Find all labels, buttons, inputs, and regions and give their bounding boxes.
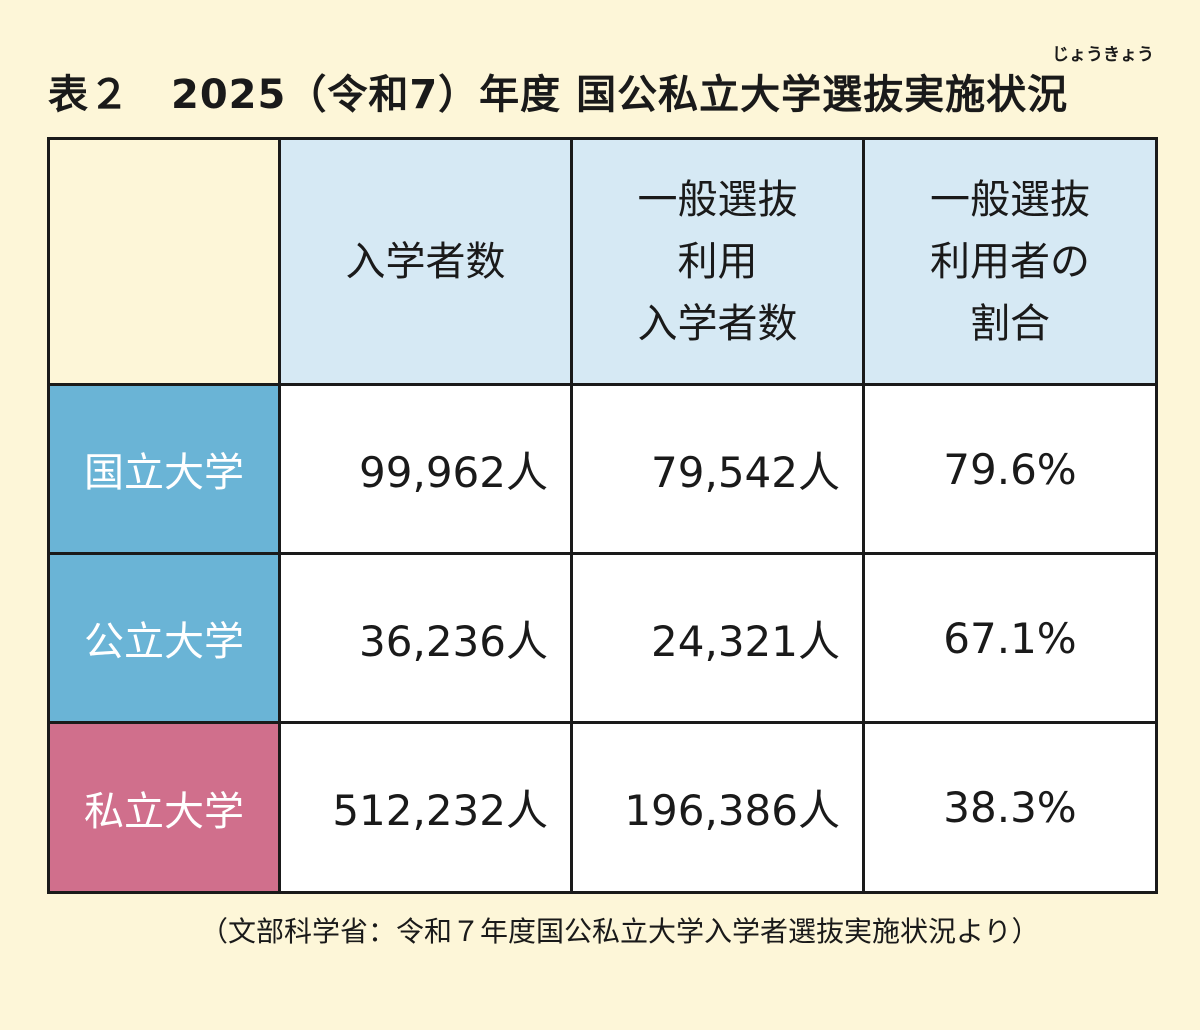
page-title: 表２ 2025（令和7）年度 国公私立大学選抜実施状況 [48, 72, 1069, 118]
cell-enrolled: 36,236人 [278, 552, 573, 724]
header-general-enrolled: 一般選抜 利用 入学者数 [570, 137, 865, 386]
header-enrolled-text: 入学者数 [345, 238, 506, 285]
row-label-public: 公立大学 [47, 552, 281, 724]
table-row: 私立大学 512,232人 196,386人 38.3% [47, 721, 1158, 894]
corner-cell [47, 137, 281, 386]
row-label-private: 私立大学 [47, 721, 281, 894]
cell-general-ratio: 38.3% [862, 721, 1158, 894]
row-label-national: 国立大学 [47, 383, 281, 555]
header-general-ratio-text: 一般選抜 利用者の 割合 [930, 176, 1090, 347]
cell-enrolled: 99,962人 [278, 383, 573, 555]
cell-general-enrolled: 79,542人 [570, 383, 865, 555]
header-general-ratio: 一般選抜 利用者の 割合 [862, 137, 1158, 386]
table-row: 国立大学 99,962人 79,542人 79.6% [47, 383, 1158, 555]
header-general-enrolled-text: 一般選抜 利用 入学者数 [637, 176, 798, 347]
admissions-table: 入学者数 一般選抜 利用 入学者数 一般選抜 利用者の 割合 国立大学 99,9… [47, 137, 1158, 894]
cell-general-ratio: 79.6% [862, 383, 1158, 555]
cell-general-enrolled: 196,386人 [570, 721, 865, 894]
cell-enrolled: 512,232人 [278, 721, 573, 894]
table-row: 公立大学 36,236人 24,321人 67.1% [47, 552, 1158, 724]
cell-general-enrolled: 24,321人 [570, 552, 865, 724]
source-note: （文部科学省：令和７年度国公私立大学入学者選抜実施状況より） [200, 915, 1040, 948]
table-header-row: 入学者数 一般選抜 利用 入学者数 一般選抜 利用者の 割合 [47, 137, 1158, 386]
title-block: じょうきょう 表２ 2025（令和7）年度 国公私立大学選抜実施状況 [48, 40, 1168, 120]
header-enrolled: 入学者数 [278, 137, 573, 386]
title-ruby: じょうきょう [1052, 45, 1154, 65]
cell-general-ratio: 67.1% [862, 552, 1158, 724]
